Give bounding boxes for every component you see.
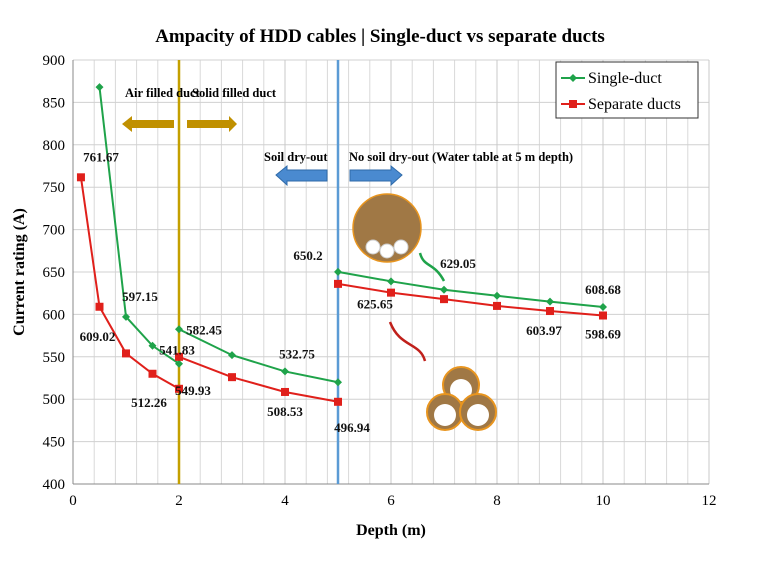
- series-line-single-duct: [337, 270, 604, 309]
- solid-filled-label: Solid filled duct: [192, 86, 277, 100]
- data-label: 625.65: [357, 297, 393, 312]
- data-point-single-duct: [175, 325, 183, 334]
- air-filled-label: Air filled duct: [125, 86, 201, 100]
- data-point-separate-ducts: [175, 384, 183, 393]
- legend: Single-duct Separate ducts: [555, 61, 699, 119]
- series-line-separate-ducts: [337, 282, 604, 317]
- data-point-single-duct: [148, 341, 157, 350]
- data-point-single-duct: [281, 367, 289, 376]
- y-tick-label: 450: [43, 435, 66, 451]
- data-point-single-duct: [493, 291, 501, 300]
- y-tick-label: 700: [43, 223, 66, 239]
- data-point-single-duct: [546, 297, 554, 306]
- data-labels: 761.67 609.02 597.15 541.83 582.45 549.93 512.…: [80, 149, 622, 434]
- data-label: 496.94: [334, 420, 370, 435]
- data-point-separate-ducts: [281, 387, 289, 396]
- arrow-left-icon: [122, 116, 174, 132]
- green-pointer-arrow: [418, 252, 446, 282]
- y-tick-label: 550: [43, 350, 66, 366]
- x-tick-label: 2: [175, 493, 183, 509]
- data-point-separate-ducts: [334, 279, 342, 288]
- data-label: 608.68: [585, 282, 621, 297]
- data-point-separate-ducts: [334, 397, 342, 406]
- data-point-separate-ducts: [228, 373, 236, 382]
- data-point-single-duct: [440, 285, 448, 294]
- legend-item-single-duct: Single-duct: [561, 70, 662, 87]
- data-point-single-duct: [175, 359, 183, 368]
- y-tick-label: 800: [43, 138, 66, 154]
- data-label: 541.83: [159, 343, 195, 358]
- data-point-separate-ducts: [175, 352, 183, 361]
- x-tick-label: 4: [281, 493, 289, 509]
- y-tick-label: 900: [43, 53, 66, 69]
- y-tick-label: 850: [43, 95, 66, 111]
- y-tick-label: 600: [43, 307, 66, 323]
- data-point-single-duct: [387, 277, 395, 286]
- data-label: 549.93: [175, 383, 211, 398]
- no-soil-dry-out-label: No soil dry-out (Water table at 5 m dept…: [349, 150, 573, 164]
- data-label: 597.15: [122, 289, 158, 304]
- data-point-separate-ducts: [76, 173, 85, 182]
- data-point-separate-ducts: [493, 301, 501, 310]
- x-tick-label: 10: [596, 493, 611, 509]
- data-point-separate-ducts: [546, 307, 554, 316]
- data-point-separate-ducts: [122, 349, 130, 358]
- data-point-separate-ducts: [148, 369, 157, 378]
- soil-dry-out-label: Soil dry-out: [264, 150, 328, 164]
- y-tick-label: 500: [43, 392, 66, 408]
- legend-item-separate-ducts: Separate ducts: [561, 96, 681, 113]
- legend-label-single-duct: Single-duct: [588, 70, 662, 87]
- single-duct-illustration: [352, 193, 422, 263]
- y-tick-label: 750: [43, 180, 66, 196]
- arrow-right-icon: [187, 116, 237, 132]
- data-point-single-duct: [334, 267, 342, 276]
- data-point-separate-ducts: [599, 311, 607, 320]
- y-tick-label: 400: [43, 477, 66, 493]
- data-point-single-duct: [122, 312, 130, 321]
- data-label: 508.53: [267, 404, 303, 419]
- data-label: 650.2: [293, 248, 322, 263]
- red-pointer-arrow: [388, 321, 427, 362]
- x-tick-label: 6: [387, 493, 395, 509]
- data-point-single-duct: [95, 83, 104, 92]
- data-point-single-duct: [334, 378, 342, 387]
- data-label: 603.97: [526, 323, 562, 338]
- series-group: [76, 83, 607, 406]
- arrow-left-blue-icon: [275, 164, 328, 187]
- x-axis-label: Depth (m): [356, 522, 426, 539]
- x-tick-label: 8: [493, 493, 501, 509]
- y-axis-label: Current rating (A): [11, 208, 28, 336]
- y-tick-label: 650: [43, 265, 66, 281]
- data-point-single-duct: [228, 351, 236, 360]
- arrow-right-blue-icon: [349, 164, 403, 187]
- data-label: 629.05: [440, 256, 476, 271]
- data-point-separate-ducts: [95, 302, 104, 311]
- data-label: 532.75: [279, 346, 315, 361]
- x-tick-label: 12: [702, 493, 717, 509]
- data-label: 582.45: [186, 322, 222, 337]
- data-point-single-duct: [599, 303, 607, 312]
- data-point-separate-ducts: [440, 295, 448, 304]
- annotation-air-filled: Air filled duct: [125, 86, 201, 100]
- data-label: 598.69: [585, 327, 621, 342]
- separate-ducts-illustration: [426, 366, 497, 431]
- axes: 400 450 500 550 600 650 700 750 800 850 900 0 2 4 6 8 10…: [43, 53, 717, 509]
- chart-title: Ampacity of HDD cables | Single-duct vs …: [155, 26, 605, 47]
- x-tick-label: 0: [69, 493, 77, 509]
- data-label: 761.67: [83, 149, 119, 164]
- annotation-solid-filled: Solid filled duct: [192, 86, 277, 100]
- series-line-single-duct: [178, 328, 339, 384]
- data-label: 512.26: [131, 395, 167, 410]
- data-point-separate-ducts: [387, 288, 395, 297]
- data-label: 609.02: [80, 329, 116, 344]
- legend-label-separate-ducts: Separate ducts: [588, 96, 681, 113]
- series-line-single-duct: [98, 87, 180, 365]
- series-line-separate-ducts: [178, 355, 339, 403]
